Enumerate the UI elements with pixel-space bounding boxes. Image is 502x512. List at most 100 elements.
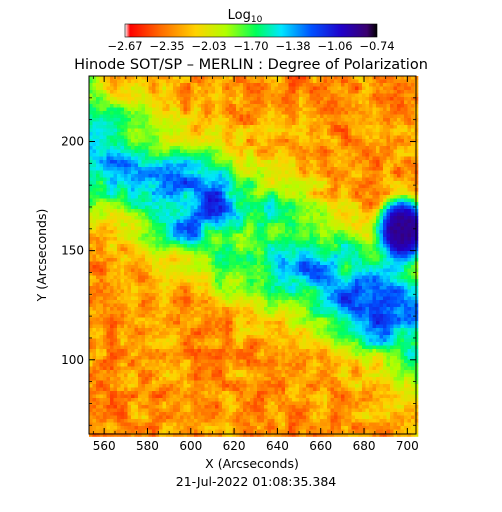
heatmap-cell [390, 86, 394, 91]
heatmap-cell [330, 230, 335, 234]
heatmap-cell [194, 107, 198, 112]
heatmap-cell [204, 118, 209, 122]
heatmap-cell [320, 79, 324, 84]
heatmap-cell [246, 104, 251, 108]
heatmap-cell [267, 163, 272, 168]
heatmap-cell [148, 107, 153, 112]
heatmap-cell [117, 177, 121, 182]
heatmap-cell [239, 244, 244, 248]
heatmap-cell [239, 219, 244, 224]
heatmap-cell [260, 219, 265, 224]
heatmap-cell [390, 209, 394, 213]
heatmap-cell [274, 107, 279, 112]
heatmap-cell [166, 184, 170, 189]
heatmap-cell [225, 233, 230, 238]
heatmap-cell [376, 114, 380, 119]
heatmap-cell [187, 100, 191, 105]
heatmap-cell [313, 100, 317, 105]
heatmap-cell [113, 230, 118, 234]
heatmap-cell [152, 114, 156, 119]
heatmap-cell [138, 240, 142, 245]
heatmap-cell [211, 177, 216, 182]
heatmap-cell [239, 237, 244, 241]
heatmap-cell [162, 223, 167, 227]
heatmap-cell [390, 223, 394, 227]
heatmap-cell [299, 104, 303, 108]
heatmap-cell [162, 202, 167, 206]
heatmap-cell [337, 247, 342, 252]
heatmap-cell [379, 188, 384, 192]
heatmap-cell [306, 209, 310, 213]
heatmap-cell [320, 121, 324, 126]
heatmap-cell [355, 107, 359, 112]
heatmap-cell [211, 160, 216, 164]
heatmap-cell [299, 156, 303, 161]
heatmap-cell [400, 104, 405, 108]
heatmap-cell [162, 83, 167, 87]
heatmap-cell [232, 146, 237, 150]
heatmap-cell [204, 100, 209, 105]
heatmap-cell [124, 135, 128, 140]
heatmap-cell [204, 254, 209, 259]
heatmap-cell [103, 167, 107, 171]
heatmap-cell [183, 233, 188, 238]
heatmap-cell [243, 195, 247, 199]
heatmap-cell [337, 177, 342, 182]
heatmap-cell [113, 83, 118, 87]
heatmap-cell [271, 83, 275, 87]
heatmap-cell [411, 118, 415, 122]
heatmap-cell [180, 184, 184, 189]
heatmap-cell [89, 146, 93, 150]
heatmap-cell [383, 142, 387, 147]
heatmap-cell [397, 205, 401, 210]
heatmap-cell [113, 86, 118, 91]
heatmap-cell [299, 251, 303, 255]
heatmap-cell [120, 111, 125, 115]
heatmap-cell [358, 184, 363, 189]
heatmap-cell [379, 114, 384, 119]
heatmap-cell [407, 240, 412, 245]
heatmap-cell [180, 118, 184, 122]
heatmap-cell [96, 156, 100, 161]
heatmap-cell [302, 156, 307, 161]
heatmap-cell [274, 86, 279, 91]
heatmap-cell [404, 135, 408, 140]
heatmap-cell [134, 198, 139, 203]
heatmap-cell [124, 170, 128, 175]
heatmap-cell [411, 163, 415, 168]
heatmap-cell [134, 125, 139, 129]
heatmap-cell [138, 247, 142, 252]
heatmap-cell [281, 223, 286, 227]
heatmap-cell [155, 188, 160, 192]
colorbar-label-base: Log [228, 8, 251, 23]
heatmap-cell [159, 104, 163, 108]
heatmap-cell [271, 132, 275, 136]
heatmap-cell [390, 79, 394, 84]
heatmap-cell [264, 111, 268, 115]
heatmap-cell [92, 184, 97, 189]
heatmap-cell [348, 90, 352, 94]
heatmap-cell [264, 170, 268, 175]
heatmap-cell [334, 118, 338, 122]
heatmap-cell [246, 128, 251, 133]
heatmap-cell [239, 184, 244, 189]
heatmap-cell [271, 198, 275, 203]
heatmap-cell [330, 247, 335, 252]
heatmap-cell [148, 209, 153, 213]
heatmap-cell [348, 114, 352, 119]
heatmap-cell [183, 79, 188, 84]
heatmap-cell [194, 195, 198, 199]
heatmap-cell [176, 107, 181, 112]
colorbar-label: Log10 [228, 8, 263, 25]
heatmap-cell [320, 198, 324, 203]
heatmap-cell [152, 90, 156, 94]
heatmap-cell [162, 188, 167, 192]
heatmap-cell [407, 86, 412, 91]
heatmap-cell [278, 195, 282, 199]
heatmap-cell [180, 104, 184, 108]
heatmap-cell [348, 205, 352, 210]
heatmap-cell [173, 76, 177, 80]
heatmap-cell [103, 121, 107, 126]
heatmap-cell [176, 97, 181, 101]
heatmap-cell [393, 93, 398, 98]
